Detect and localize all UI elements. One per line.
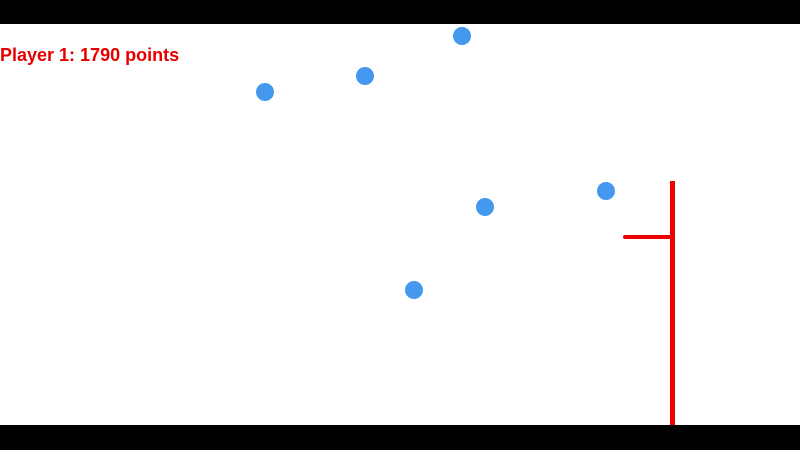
- ball: [256, 83, 274, 101]
- ball: [356, 67, 374, 85]
- player-paddle-arm[interactable]: [623, 235, 672, 239]
- letterbox-top: [0, 0, 800, 24]
- player-score-label: Player 1: 1790 points: [0, 45, 180, 65]
- game-playfield[interactable]: Player 1: 1790 points: [0, 24, 800, 425]
- ball: [405, 281, 423, 299]
- ball: [453, 27, 471, 45]
- ball: [476, 198, 494, 216]
- player-paddle-bar[interactable]: [670, 181, 675, 425]
- letterbox-bottom: [0, 425, 800, 450]
- ball: [597, 182, 615, 200]
